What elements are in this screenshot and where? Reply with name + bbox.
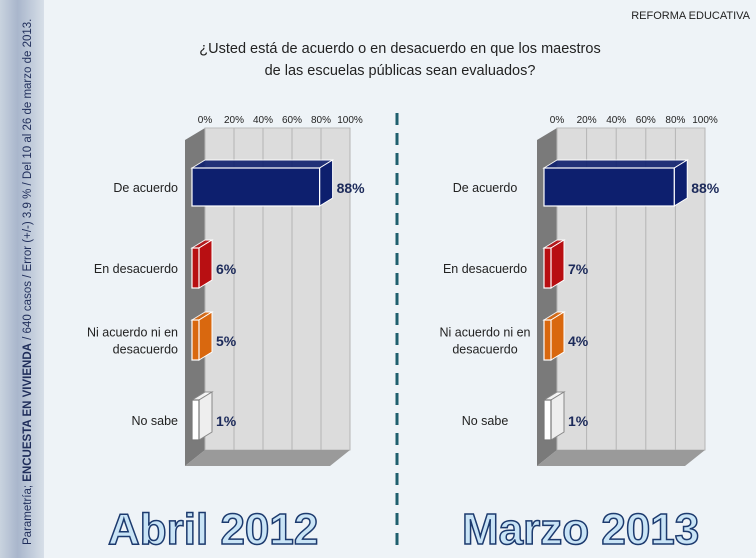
survey-details: / 640 casos / Error (+/-) 3.9 % / Del 10… [22, 18, 34, 344]
survey-source: Parametría; ENCUESTA EN VIVIENDA / 640 c… [22, 19, 34, 545]
bar-side [198, 311, 213, 361]
bar-side [319, 159, 334, 207]
bar-front [543, 167, 675, 207]
bar-front [191, 247, 200, 289]
bar-front [191, 167, 321, 207]
x-tick-label: 60% [282, 115, 302, 126]
data-label: 4% [568, 333, 589, 349]
category-label: desacuerdo [113, 343, 178, 357]
category-label: En desacuerdo [94, 262, 178, 276]
bar [190, 239, 214, 289]
floor [537, 450, 705, 466]
x-tick-label: 100% [337, 115, 363, 126]
x-tick-label: 40% [253, 115, 273, 126]
category-label: desacuerdo [452, 343, 517, 357]
question-line-2: de las escuelas públicas sean evaluados? [264, 63, 536, 79]
data-label: 88% [691, 180, 720, 196]
data-label: 5% [216, 333, 237, 349]
bar [190, 391, 214, 441]
bar [542, 391, 566, 441]
category-label: Ni acuerdo ni en [439, 326, 530, 340]
source-label: Parametría; [22, 481, 34, 545]
section-label: REFORMA EDUCATIVA [631, 10, 750, 22]
data-label: 1% [216, 413, 237, 429]
side-wall [537, 128, 557, 466]
x-tick-label: 20% [224, 115, 244, 126]
bar-side [550, 391, 565, 441]
bar-top [542, 159, 690, 169]
bar-side [673, 159, 688, 207]
bar-side [198, 239, 213, 289]
x-tick-label: 100% [692, 115, 718, 126]
data-label: 7% [568, 261, 589, 277]
question-title: ¿Usted está de acuerdo o en desacuerdo e… [150, 38, 650, 82]
category-label: De acuerdo [453, 181, 518, 195]
bar [190, 159, 335, 207]
survey-name: ENCUESTA EN VIVIENDA [22, 343, 34, 482]
chart-title-right: Marzo 2013 [461, 504, 700, 555]
side-wall [185, 128, 205, 466]
bar [542, 239, 566, 289]
question-line-1: ¿Usted está de acuerdo o en desacuerdo e… [199, 41, 601, 57]
category-label: No sabe [131, 414, 178, 428]
chart-title-left: Abril 2012 [107, 504, 319, 555]
sidebar-photo [0, 0, 44, 558]
bar [542, 311, 566, 361]
floor [185, 450, 350, 466]
bar-side [198, 391, 213, 441]
x-tick-label: 80% [665, 115, 685, 126]
bar-side [550, 239, 565, 289]
bar-front [543, 247, 552, 289]
data-label: 1% [568, 413, 589, 429]
x-tick-label: 80% [311, 115, 331, 126]
category-label: Ni acuerdo ni en [87, 326, 178, 340]
category-label: De acuerdo [113, 181, 178, 195]
x-tick-label: 60% [636, 115, 656, 126]
x-tick-label: 0% [198, 115, 213, 126]
bar-side [550, 311, 565, 361]
bar [542, 159, 690, 207]
data-label: 6% [216, 261, 237, 277]
bar-front [191, 399, 200, 441]
x-tick-label: 20% [577, 115, 597, 126]
bar-front [543, 319, 552, 361]
bar-top [190, 159, 335, 169]
data-label: 88% [337, 180, 366, 196]
category-label: En desacuerdo [443, 262, 527, 276]
bar-front [191, 319, 200, 361]
category-label: No sabe [462, 414, 509, 428]
x-tick-label: 0% [550, 115, 565, 126]
bar [190, 311, 214, 361]
bar-front [543, 399, 552, 441]
x-tick-label: 40% [606, 115, 626, 126]
